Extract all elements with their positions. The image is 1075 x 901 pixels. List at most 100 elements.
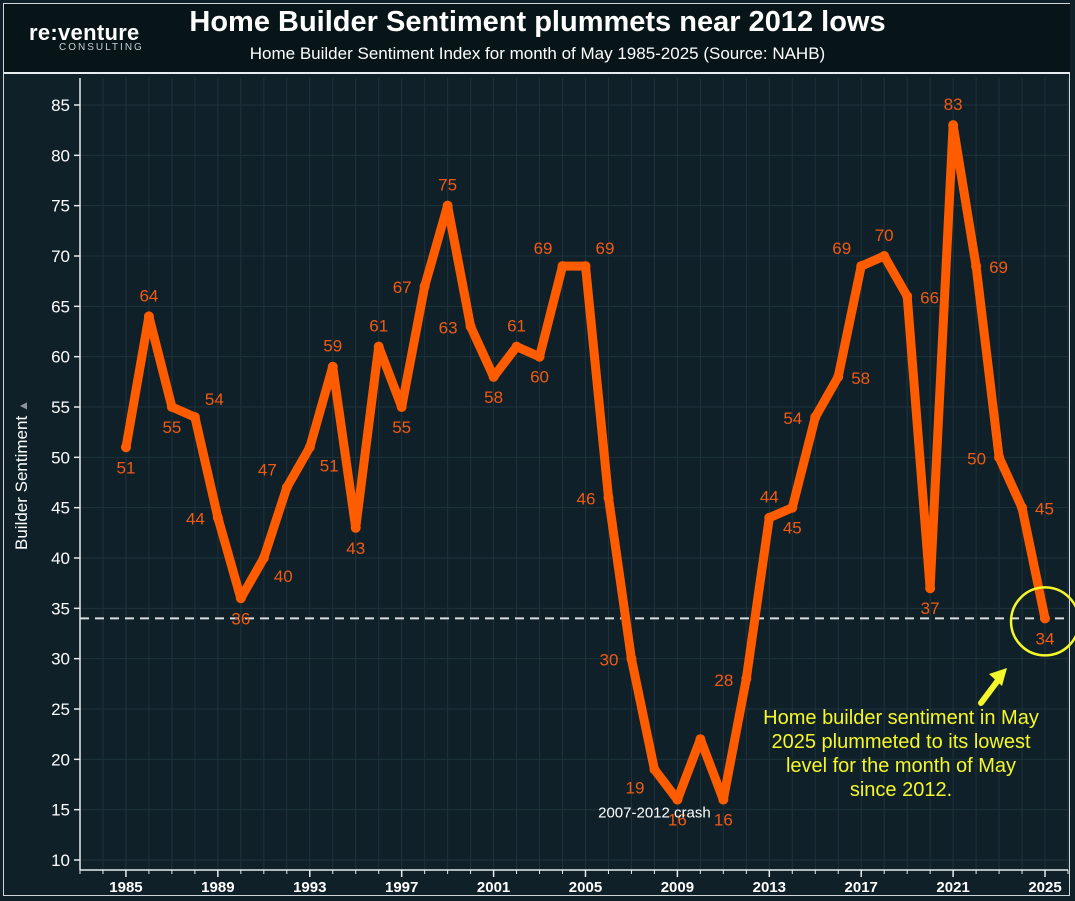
data-point	[442, 200, 453, 211]
data-label: 55	[392, 418, 411, 437]
data-point	[212, 512, 223, 523]
x-tick-label: 1989	[201, 879, 234, 896]
y-tick-label: 10	[51, 851, 70, 870]
y-tick-label: 65	[51, 297, 70, 316]
data-point	[810, 412, 821, 423]
logo-text: re:venture	[29, 20, 140, 45]
data-point	[902, 291, 913, 302]
data-point	[304, 442, 315, 453]
x-tick-label: 1997	[385, 879, 418, 896]
data-point	[373, 341, 384, 352]
data-label: 16	[714, 811, 733, 830]
data-label: 67	[393, 278, 412, 297]
data-label: 44	[186, 510, 205, 529]
data-point	[764, 512, 775, 523]
data-point	[833, 371, 844, 382]
data-label: 40	[274, 567, 293, 586]
data-label: 44	[760, 488, 779, 507]
data-label: 51	[320, 456, 339, 475]
data-label: 46	[577, 490, 596, 509]
data-point	[948, 120, 959, 131]
data-point	[557, 261, 568, 272]
data-label: 64	[139, 286, 158, 305]
data-label: 45	[783, 519, 802, 538]
data-label: 47	[258, 461, 277, 480]
data-point	[258, 553, 269, 563]
x-tick-label: 2017	[845, 879, 878, 896]
data-label: 54	[205, 390, 224, 409]
data-label: 37	[921, 599, 940, 618]
callout-annotation: Home builder sentiment in May 2025 plumm…	[763, 707, 1039, 801]
y-tick-label: 60	[51, 348, 70, 367]
y-tick-label: 80	[51, 146, 70, 165]
x-tick-label: 2009	[661, 879, 694, 896]
data-label: 69	[534, 239, 553, 258]
y-tick-label: 35	[51, 599, 70, 618]
chart-frame	[3, 3, 1070, 896]
data-point	[695, 734, 706, 745]
y-tick-label: 85	[51, 96, 70, 115]
data-point	[925, 583, 936, 594]
data-point	[603, 492, 614, 503]
x-tick-label: 2021	[936, 879, 969, 896]
crash-annotation-label: 2007-2012 crash	[598, 805, 711, 822]
data-point	[166, 402, 177, 412]
data-label: 54	[783, 409, 802, 428]
chart-subtitle: Home Builder Sentiment Index for month o…	[249, 44, 826, 63]
y-tick-label: 25	[51, 700, 70, 719]
data-point	[879, 251, 890, 261]
data-point	[120, 442, 131, 453]
x-tick-label: 1993	[293, 879, 326, 896]
data-label: 69	[595, 239, 614, 258]
callout-arrow-head	[989, 668, 1007, 686]
data-point	[465, 321, 476, 332]
data-point	[741, 673, 752, 684]
y-tick-label: 20	[51, 750, 70, 769]
data-label: 69	[832, 239, 851, 258]
data-point	[580, 261, 591, 272]
chart-title: Home Builder Sentiment plummets near 201…	[189, 6, 886, 38]
data-label: 70	[875, 226, 894, 245]
y-tick-label: 45	[51, 499, 70, 518]
x-tick-label: 2013	[753, 879, 786, 896]
data-point	[971, 261, 982, 272]
y-tick-label: 75	[51, 197, 70, 216]
x-tick-label: 1985	[109, 879, 142, 896]
data-point	[787, 502, 798, 513]
logo-subtext: CONSULTING	[59, 42, 144, 53]
data-point	[189, 412, 200, 423]
data-label: 16	[668, 811, 687, 830]
data-point	[718, 794, 729, 805]
data-label: 19	[625, 778, 644, 797]
y-tick-label: 40	[51, 549, 70, 568]
data-point	[235, 593, 246, 604]
y-tick-label: 50	[51, 448, 70, 467]
y-tick-label: 70	[51, 247, 70, 266]
data-point	[419, 281, 430, 292]
data-label: 69	[989, 258, 1008, 277]
data-label: 30	[600, 651, 619, 670]
data-point	[649, 764, 660, 775]
data-label: 28	[714, 671, 733, 690]
data-label: 55	[162, 418, 181, 437]
data-point	[488, 371, 499, 382]
data-point	[1040, 613, 1051, 624]
data-label: 45	[1035, 500, 1054, 519]
callout-arrow-shaft	[978, 676, 1002, 706]
y-tick-label: 30	[51, 650, 70, 669]
data-point	[994, 452, 1005, 463]
data-point	[281, 482, 292, 493]
data-point	[350, 522, 361, 533]
data-label: 34	[1036, 629, 1055, 648]
data-label: 66	[920, 288, 939, 307]
x-tick-label: 2025	[1028, 879, 1061, 896]
x-tick-label: 2001	[477, 879, 510, 896]
x-tick-label: 2005	[569, 879, 602, 896]
data-label: 50	[967, 449, 986, 468]
data-label: 60	[530, 368, 549, 387]
header-bar: re:venture CONSULTING	[4, 4, 1070, 74]
data-label: 61	[369, 317, 388, 336]
highlight-circle	[1009, 586, 1075, 657]
data-label: 83	[944, 95, 963, 114]
y-tick-label: 55	[51, 398, 70, 417]
